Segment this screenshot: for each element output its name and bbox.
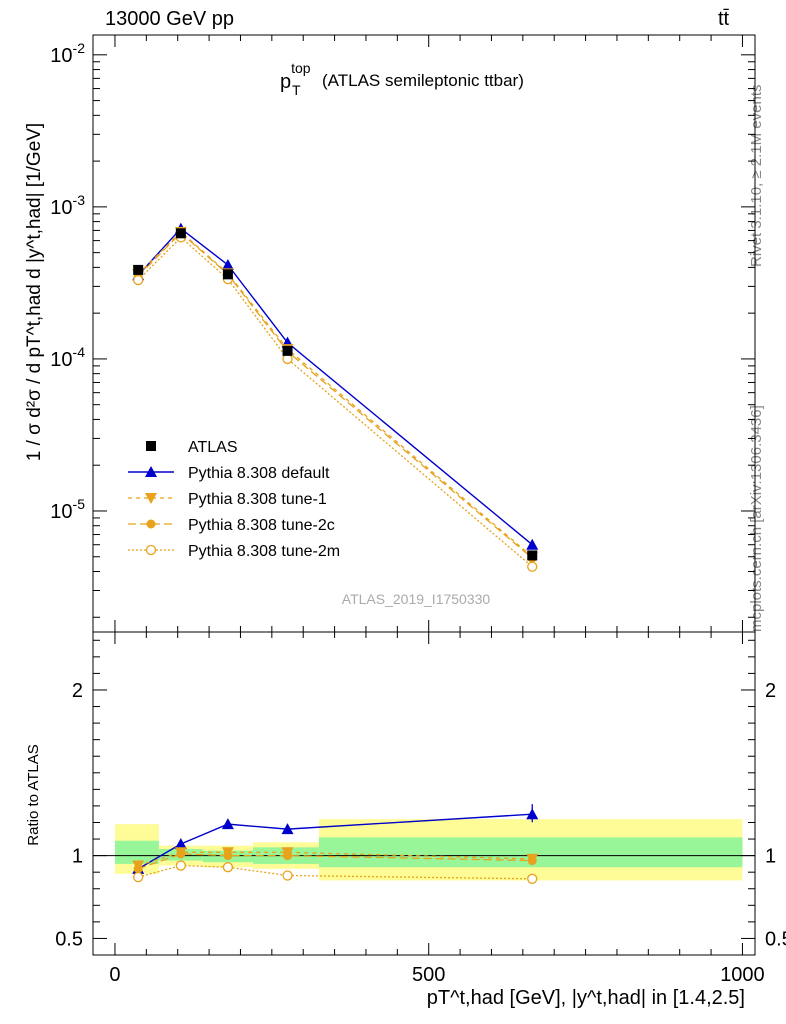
legend-marker (145, 493, 157, 504)
ratio-point (222, 862, 234, 873)
data-point (282, 345, 293, 356)
legend-marker (146, 519, 156, 529)
chart-title: ptop T (280, 60, 311, 98)
x-tick-label: 1000 (720, 964, 765, 986)
ratio-y-tick-label-right: 1 (765, 846, 776, 868)
lower-frame (92, 631, 756, 956)
ratio-point (221, 818, 234, 830)
ratio-point (133, 864, 143, 874)
x-tick-label: 0 (109, 964, 120, 986)
upper-plot-area (92, 34, 756, 633)
data-point (133, 274, 144, 286)
ratio-y-axis-label: Ratio to ATLAS (25, 744, 42, 845)
data-point (175, 228, 186, 239)
ratio-point (281, 823, 294, 835)
data-point (222, 269, 233, 280)
x-axis-label: pT^t,had [GeV], |y^t,had| in [1.4,2.5] (427, 987, 745, 1009)
ratio-series-line (137, 853, 533, 870)
data-point (221, 258, 234, 270)
ratio-point (223, 851, 233, 861)
ratio-band-inner (114, 840, 159, 864)
ratio-point (176, 849, 186, 859)
legend-marker (146, 441, 156, 451)
header-collision-label: 13000 GeV pp (105, 8, 234, 30)
series-line (137, 236, 533, 568)
ratio-point (282, 870, 293, 881)
data-point (527, 561, 538, 572)
y-axis-label: 1 / σ d²σ / d pT^t,had d |y^t,had| [1/Ge… (24, 123, 45, 461)
legend-label: Pythia 8.308 tune-1 (188, 491, 327, 508)
ratio-point (133, 871, 144, 883)
chart-title-description: (ATLAS semileptonic ttbar) (322, 71, 524, 90)
data-point (526, 538, 539, 550)
legend-marker (145, 544, 157, 556)
header-process-label: tt̄ (718, 8, 730, 30)
ratio-y-tick-label: 1 (72, 846, 83, 868)
legend-label: Pythia 8.308 default (188, 465, 330, 482)
y-tick-label: 10-5 (50, 496, 85, 523)
y-tick-label: 10-4 (50, 344, 85, 371)
y-tick-label: 10-3 (50, 192, 85, 219)
legend-label: ATLAS (188, 439, 238, 456)
ratio-y-tick-label-right: 2 (765, 680, 776, 702)
ratio-y-tick-label: 2 (72, 680, 83, 702)
legend-marker (145, 466, 157, 477)
analysis-id: ATLAS_2019_I1750330 (342, 591, 491, 607)
ratio-point (174, 838, 187, 850)
ratio-point (175, 860, 186, 871)
ratio-y-tick-label-right: 0.5 (765, 928, 786, 950)
ratio-point (283, 851, 293, 861)
data-point (527, 550, 538, 561)
ratio-series-line (138, 864, 533, 880)
x-tick-label: 500 (412, 964, 445, 986)
legend-label: Pythia 8.308 tune-2c (188, 517, 335, 534)
data-point (133, 264, 144, 275)
ratio-plot-area (92, 631, 756, 956)
ratio-point (527, 873, 538, 884)
legend: ATLAS Pythia 8.308 default Pythia 8.308 tu… (128, 439, 340, 560)
ratio-point (527, 856, 537, 866)
y-tick-label: 10-2 (50, 40, 85, 67)
ratio-y-tick-label: 0.5 (55, 928, 83, 950)
series-line (137, 231, 533, 559)
legend-label: Pythia 8.308 tune-2m (188, 543, 340, 560)
